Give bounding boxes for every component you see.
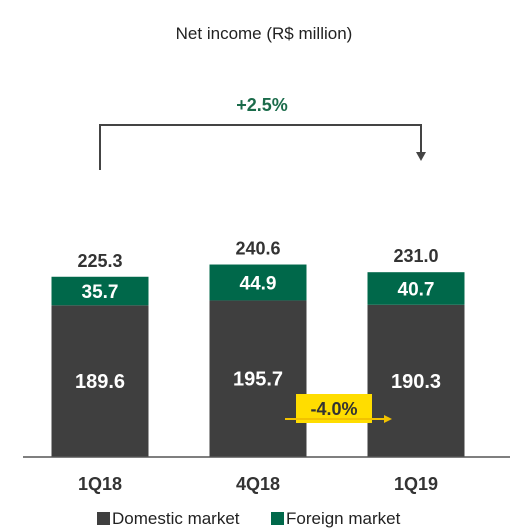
growth-bracket-line xyxy=(99,124,422,170)
decline-arrowhead-icon xyxy=(384,415,392,423)
legend-label-domestic: Domestic market xyxy=(112,509,240,528)
legend-swatch-domestic xyxy=(97,512,110,525)
legend-label-foreign: Foreign market xyxy=(286,509,401,528)
total-label-1q18: 225.3 xyxy=(77,251,122,271)
bar-domestic-4q18 xyxy=(209,300,307,457)
total-label-1q19: 231.0 xyxy=(393,246,438,266)
category-label-1q19: 1Q19 xyxy=(394,474,438,494)
total-label-4q18: 240.6 xyxy=(235,239,280,259)
bar-domestic-1q18 xyxy=(51,305,149,457)
bar-foreign-1q18 xyxy=(51,276,149,306)
legend: Domestic market Foreign market xyxy=(97,509,401,528)
bar-foreign-4q18 xyxy=(209,264,307,301)
growth-arrowhead-icon xyxy=(416,152,426,161)
legend-swatch-foreign xyxy=(271,512,284,525)
bar-foreign-1q19 xyxy=(367,272,465,305)
decline-annotation-label: -4.0% xyxy=(310,399,357,419)
category-label-4q18: 4Q18 xyxy=(236,474,280,494)
segment-label-domestic-4q18: 195.7 xyxy=(233,369,283,391)
segment-label-foreign-1q19: 40.7 xyxy=(398,279,435,300)
bar-domestic-1q19 xyxy=(367,304,465,457)
segment-label-domestic-1q19: 190.3 xyxy=(391,371,441,393)
chart-title: Net income (R$ million) xyxy=(176,24,353,43)
growth-annotation-label: +2.5% xyxy=(236,95,288,115)
decline-badge: -4.0% xyxy=(285,394,392,423)
segment-label-foreign-1q18: 35.7 xyxy=(82,282,119,303)
segment-label-foreign-4q18: 44.9 xyxy=(240,273,277,294)
segment-label-domestic-1q18: 189.6 xyxy=(75,371,125,393)
category-label-1q18: 1Q18 xyxy=(78,474,122,494)
category-labels: 1Q18 4Q18 1Q19 xyxy=(78,474,438,494)
bars-group: 189.6 35.7 225.3 195.7 44.9 240.6 190.3 40.7 231… xyxy=(51,239,465,457)
